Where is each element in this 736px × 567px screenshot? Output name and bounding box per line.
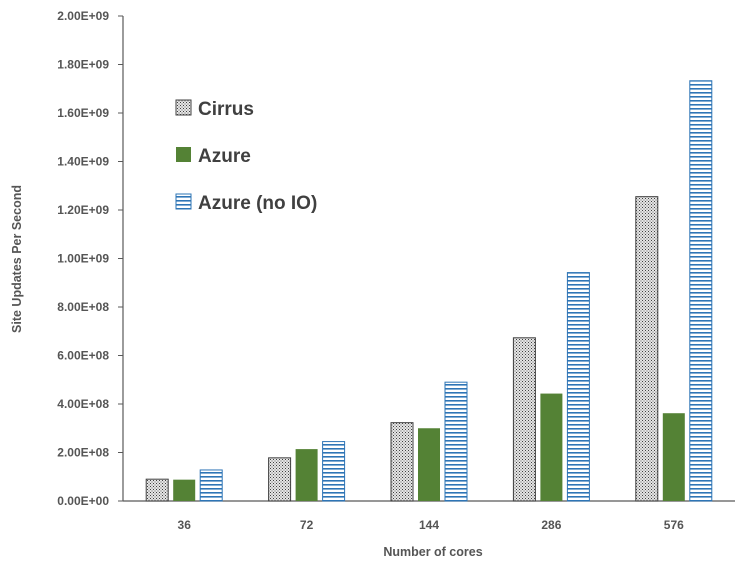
bar-azure-72 bbox=[295, 449, 318, 501]
bar-azure-144 bbox=[418, 428, 440, 501]
legend-swatch-cirrus bbox=[175, 99, 192, 116]
y-tick-label: 0.00E+00 bbox=[57, 494, 109, 508]
y-tick-label: 1.60E+09 bbox=[57, 106, 109, 120]
x-tick-label: 36 bbox=[178, 518, 192, 532]
bar-cirrus-36 bbox=[145, 478, 169, 502]
y-tick-label: 4.00E+08 bbox=[57, 397, 109, 411]
bar-cirrus-286 bbox=[512, 337, 536, 502]
bar-azure-576 bbox=[662, 413, 685, 501]
y-tick-label: 2.00E+08 bbox=[57, 446, 109, 460]
y-tick-label: 1.40E+09 bbox=[57, 155, 109, 169]
bar-cirrus-144 bbox=[390, 422, 414, 502]
y-tick-label: 1.20E+09 bbox=[57, 203, 109, 217]
y-tick-label: 1.80E+09 bbox=[57, 58, 109, 72]
bar-azure-no-io-72 bbox=[322, 441, 346, 502]
x-tick-label: 576 bbox=[664, 518, 684, 532]
bar-azure-36 bbox=[173, 479, 196, 501]
y-tick-label: 8.00E+08 bbox=[57, 300, 109, 314]
legend-swatch-azure bbox=[176, 147, 191, 162]
legend-label-azure-no-io: Azure (no IO) bbox=[198, 193, 317, 214]
legend-swatch-azure-no-io bbox=[175, 193, 192, 210]
bar-azure-no-io-36 bbox=[199, 469, 223, 502]
bar-cirrus-72 bbox=[268, 457, 292, 502]
x-axis-title: Number of cores bbox=[383, 545, 482, 559]
y-axis: 0.00E+00 2.00E+08 4.00E+08 6.00E+08 8.00E+08… bbox=[57, 9, 124, 508]
x-tick-label: 286 bbox=[541, 518, 561, 532]
bar-azure-286 bbox=[540, 393, 563, 501]
y-axis-title: Site Updates Per Second bbox=[10, 185, 24, 333]
bar-azure-no-io-286 bbox=[566, 272, 590, 502]
legend: Cirrus Azure Azure (no IO) bbox=[175, 99, 317, 214]
bar-cirrus-576 bbox=[635, 196, 659, 502]
bar-azure-no-io-144 bbox=[444, 381, 468, 502]
bar-azure-no-io-576 bbox=[689, 80, 713, 502]
legend-label-azure: Azure bbox=[198, 146, 251, 167]
x-axis: 36 72 144 286 576 bbox=[123, 500, 735, 532]
y-tick-label: 2.00E+09 bbox=[57, 9, 109, 23]
bars-group bbox=[145, 80, 713, 502]
x-tick-label: 144 bbox=[419, 518, 439, 532]
y-tick-label: 6.00E+08 bbox=[57, 349, 109, 363]
y-tick-label: 1.00E+09 bbox=[57, 252, 109, 266]
legend-label-cirrus: Cirrus bbox=[198, 99, 254, 120]
x-tick-label: 72 bbox=[300, 518, 314, 532]
